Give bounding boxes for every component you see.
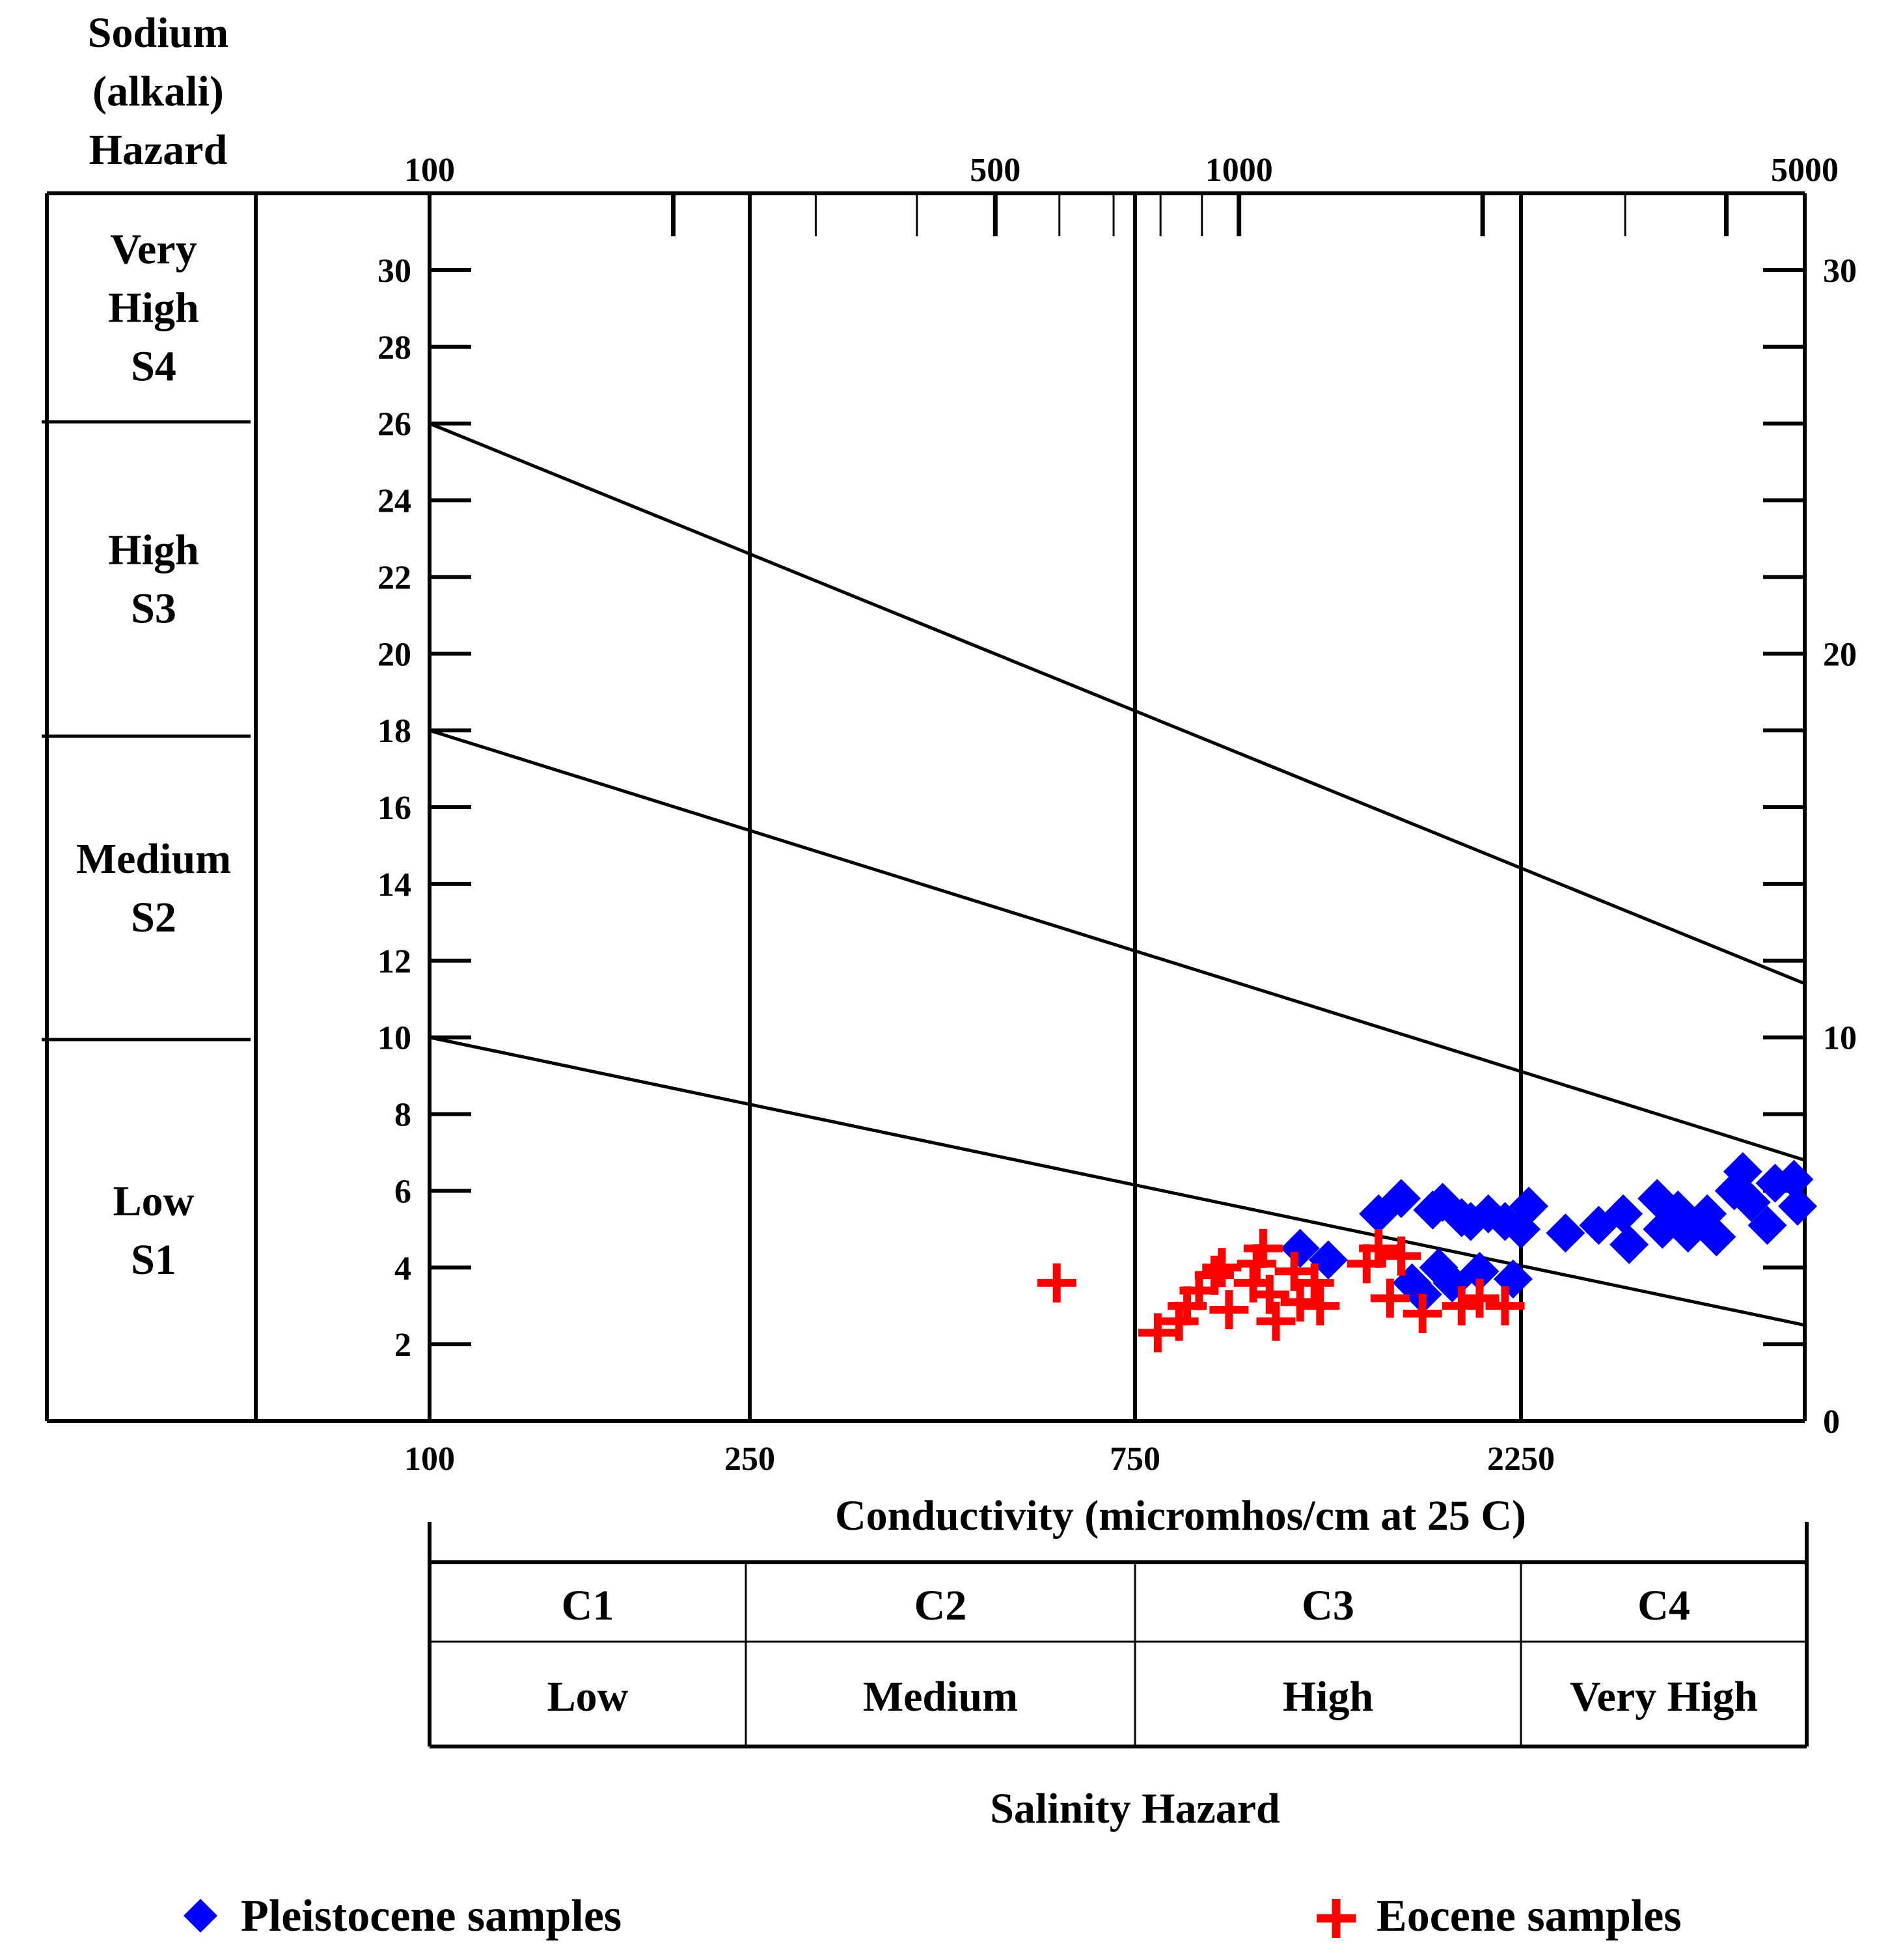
left-axis-tick-label: 14 [377, 866, 411, 904]
salinity-hazard-title: Salinity Hazard [990, 1785, 1280, 1832]
top-axis-tick-label: 5000 [1771, 152, 1839, 189]
salinity-class-label: Medium [863, 1673, 1018, 1720]
left-axis-tick-label: 20 [377, 636, 411, 673]
x-axis-title: Conductivity (micromhos/cm at 25 C) [835, 1492, 1526, 1539]
pleistocene-sample-point [1747, 1206, 1787, 1245]
left-axis-tick-label: 2 [394, 1327, 411, 1364]
bottom-axis-tick-label: 250 [724, 1441, 775, 1478]
pleistocene-sample-point [1546, 1213, 1585, 1253]
right-axis-tick-label: 10 [1823, 1020, 1857, 1057]
right-axis-tick-label: 30 [1823, 253, 1857, 290]
pleistocene-sample-point [1697, 1217, 1736, 1257]
salinity-class-code: C4 [1637, 1582, 1690, 1629]
left-axis-tick-label: 4 [394, 1250, 411, 1287]
hazard-class-labels: Very High S4 High S3 Medium S2 Low S1 C1 Low C2 Medi… [76, 226, 1758, 1833]
left-axis-tick-label: 16 [377, 790, 411, 827]
left-axis-tick-label: 24 [377, 483, 411, 520]
pleistocene-sample-point [1381, 1179, 1421, 1219]
top-axis-tick-label: 500 [970, 152, 1020, 189]
axis-ticks [430, 193, 1805, 1347]
sodium-boundary-line [429, 1036, 1805, 1327]
top-axis-tick-label: 100 [404, 152, 455, 189]
sodium-class-label: Medium [76, 835, 231, 883]
pleistocene-sample-point [1774, 1159, 1814, 1199]
bottom-axis-tick-label: 750 [1110, 1441, 1160, 1478]
pleistocene-sample-point [1308, 1240, 1348, 1280]
pleistocene-sample-point [1777, 1186, 1817, 1226]
sodium-boundary-line [429, 422, 1805, 986]
eocene-sample-point [1403, 1293, 1442, 1333]
pleistocene-sample-point [1723, 1152, 1762, 1191]
legend-eocene-marker [1317, 1899, 1356, 1938]
salinity-class-code: C2 [914, 1582, 967, 1629]
eocene-sample-point [1250, 1275, 1289, 1314]
legend-pleistocene-marker [184, 1899, 217, 1933]
left-axis-tick-label: 18 [377, 713, 411, 750]
bottom-axis-tick-label: 2250 [1487, 1441, 1555, 1478]
eocene-sample-point [1179, 1271, 1219, 1310]
left-axis-tick-label: 22 [377, 559, 411, 596]
sodium-hazard-title: (alkali) [92, 68, 224, 115]
left-axis-tick-label: 10 [377, 1020, 411, 1057]
legend: Pleistocene samples Eocene samples [184, 1891, 1682, 1941]
legend-eocene-label: Eocene samples [1376, 1891, 1682, 1941]
salinity-class-code: C3 [1302, 1582, 1354, 1629]
eocene-sample-point [1485, 1286, 1525, 1326]
sodium-hazard-title: Sodium [88, 9, 228, 57]
left-axis-tick-label: 28 [377, 329, 411, 366]
sodium-class-label: S3 [131, 585, 176, 633]
class-boundary-lines [429, 193, 1805, 1421]
eocene-sample-point [1256, 1301, 1296, 1341]
eocene-sample-point [1381, 1236, 1421, 1276]
eocene-sample-point [1370, 1278, 1410, 1318]
right-axis-tick-label: 20 [1823, 636, 1857, 673]
left-axis-tick-label: 8 [394, 1097, 411, 1134]
sodium-class-label: S2 [131, 894, 176, 941]
sodium-class-label: S1 [131, 1236, 176, 1284]
left-axis-tick-label: 12 [377, 943, 411, 980]
pleistocene-sample-point [1609, 1224, 1649, 1264]
sodium-class-label: Low [113, 1178, 195, 1225]
salinity-class-label: Low [547, 1673, 629, 1720]
sodium-class-label: High [108, 527, 199, 574]
top-axis-tick-label: 1000 [1205, 152, 1273, 189]
eocene-sample-point [1202, 1248, 1242, 1288]
left-axis-tick-label: 6 [394, 1173, 411, 1210]
eocene-sample-point [1300, 1286, 1340, 1326]
eocene-sample-point [1037, 1263, 1076, 1303]
eocene-sample-point [1460, 1278, 1500, 1318]
pleistocene-sample-point [1731, 1183, 1771, 1222]
salinity-class-label: High [1283, 1673, 1373, 1720]
left-axis-tick-label: 30 [377, 253, 411, 290]
sodium-class-label: High [108, 284, 199, 332]
sodium-class-label: Very [110, 226, 197, 273]
eocene-sample-point [1243, 1228, 1283, 1268]
sodium-hazard-title: Hazard [89, 126, 228, 174]
legend-pleistocene-label: Pleistocene samples [241, 1891, 622, 1941]
salinity-class-label: Very High [1570, 1673, 1758, 1720]
left-axis-tick-label: 26 [377, 406, 411, 443]
data-points [1037, 1152, 1817, 1353]
pleistocene-sample-point [1460, 1252, 1500, 1291]
bottom-axis-tick-label: 100 [404, 1441, 455, 1478]
pleistocene-sample-point [1604, 1194, 1643, 1234]
sodium-boundary-line [429, 728, 1805, 1162]
right-axis-tick-label: 0 [1823, 1403, 1840, 1441]
sodium-class-label: S4 [131, 343, 176, 391]
salinity-class-code: C1 [562, 1582, 614, 1629]
eocene-sample-point [1209, 1290, 1249, 1330]
pleistocene-sample-point [1509, 1186, 1549, 1226]
eocene-sample-point [1359, 1228, 1399, 1268]
